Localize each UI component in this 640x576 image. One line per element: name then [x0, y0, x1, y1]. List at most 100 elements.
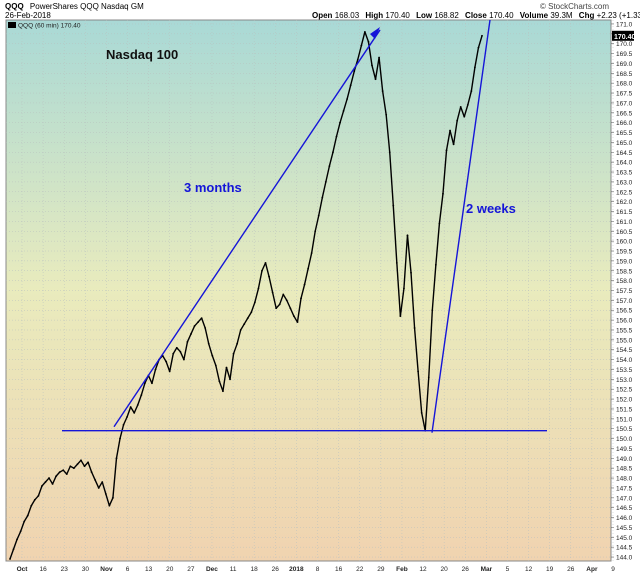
y-tick-label: 159.0: [616, 258, 633, 265]
price-segment: [257, 270, 263, 289]
chg-label: Chg: [578, 11, 595, 20]
price-point: [197, 321, 199, 323]
price-segment: [342, 98, 348, 112]
price-segment: [350, 71, 355, 86]
price-point: [97, 487, 100, 489]
price-point: [37, 494, 40, 497]
y-tick-label: 150.0: [616, 436, 633, 443]
x-tick-label: 12: [525, 566, 533, 573]
price-segment: [321, 181, 327, 198]
price-segment: [23, 515, 29, 522]
price-point: [257, 287, 260, 290]
x-tick-label: 11: [230, 566, 237, 573]
y-tick-label: 165.5: [616, 130, 633, 137]
price-segment: [474, 47, 480, 68]
price-point: [356, 58, 359, 61]
y-tick-label: 170.0: [616, 41, 633, 48]
price-segment: [162, 355, 167, 362]
price-point: [253, 301, 256, 304]
legend-swatch: [8, 22, 16, 28]
price-segment: [90, 471, 96, 481]
trendline-3-months-arrowhead: [370, 26, 380, 39]
price-point: [80, 459, 82, 462]
price-point: [9, 558, 11, 560]
price-segment: [119, 424, 125, 439]
price-point: [317, 214, 320, 217]
price-point: [115, 457, 118, 460]
y-tick-label: 147.0: [616, 495, 633, 502]
last-price-box: [612, 30, 634, 41]
price-point: [179, 350, 182, 353]
high-value: 170.40: [385, 11, 410, 20]
price-point: [420, 412, 423, 414]
price-point: [126, 415, 129, 418]
price-segment: [179, 351, 185, 360]
price-segment: [140, 383, 146, 396]
symbol: QQQ: [5, 2, 24, 11]
price-segment: [211, 355, 217, 366]
price-segment: [442, 150, 448, 194]
price-point: [41, 485, 43, 487]
price-segment: [16, 531, 22, 540]
price-point: [310, 252, 313, 254]
price-point: [353, 70, 356, 73]
price-point: [388, 151, 391, 154]
y-tick-label: 166.5: [616, 110, 633, 117]
price-point: [232, 352, 235, 355]
price-point: [48, 477, 50, 479]
y-tick-label: 156.5: [616, 308, 633, 315]
price-point: [466, 104, 469, 106]
price-point: [300, 297, 302, 300]
price-segment: [467, 90, 473, 106]
x-tick-label: Feb: [396, 566, 408, 573]
price-segment: [115, 438, 121, 459]
price-segment: [445, 130, 451, 151]
y-tick-label: 149.0: [616, 456, 633, 463]
price-point: [371, 64, 373, 67]
price-segment: [428, 310, 434, 378]
price-segment: [385, 114, 391, 153]
price-point: [186, 340, 189, 343]
y-tick-label: 144.0: [616, 555, 633, 562]
y-tick-label: 153.5: [616, 367, 633, 374]
price-point: [207, 342, 210, 345]
price-segment: [424, 377, 430, 431]
x-tick-label: 30: [82, 566, 90, 573]
chg-value: +2.23 (+1.33%): [596, 11, 640, 20]
price-segment: [122, 416, 128, 426]
price-segment: [112, 458, 118, 498]
price-segment: [87, 462, 93, 473]
price-point: [477, 46, 480, 49]
price-segment: [381, 90, 387, 115]
x-tick-label: Oct: [17, 566, 29, 573]
y-tick-label: 163.5: [616, 170, 633, 177]
price-segment: [9, 548, 15, 560]
price-segment: [37, 485, 43, 497]
low-label: Low: [416, 11, 433, 20]
price-segment: [48, 477, 54, 485]
price-point: [328, 165, 331, 168]
price-point: [413, 327, 416, 329]
price-segment: [293, 315, 299, 323]
price-segment: [438, 193, 444, 224]
price-point: [172, 352, 175, 355]
price-point: [456, 119, 459, 122]
price-point: [33, 498, 36, 501]
x-tick-label: Nov: [100, 566, 113, 573]
y-tick-label: 161.5: [616, 209, 633, 216]
price-point: [94, 479, 97, 481]
y-tick-label: 166.0: [616, 120, 633, 127]
price-point: [143, 382, 146, 385]
price-point: [23, 520, 26, 523]
price-segment: [94, 479, 100, 489]
price-segment: [204, 327, 210, 344]
price-segment: [477, 35, 483, 48]
y-tick-label: 160.5: [616, 229, 633, 236]
price-point: [293, 315, 295, 318]
y-tick-label: 162.5: [616, 189, 633, 196]
price-segment: [66, 465, 71, 475]
price-segment: [410, 272, 416, 329]
symbol-name: PowerShares QQQ Nasdaq GM: [29, 2, 144, 11]
price-segment: [215, 365, 221, 382]
price-segment: [200, 317, 206, 329]
